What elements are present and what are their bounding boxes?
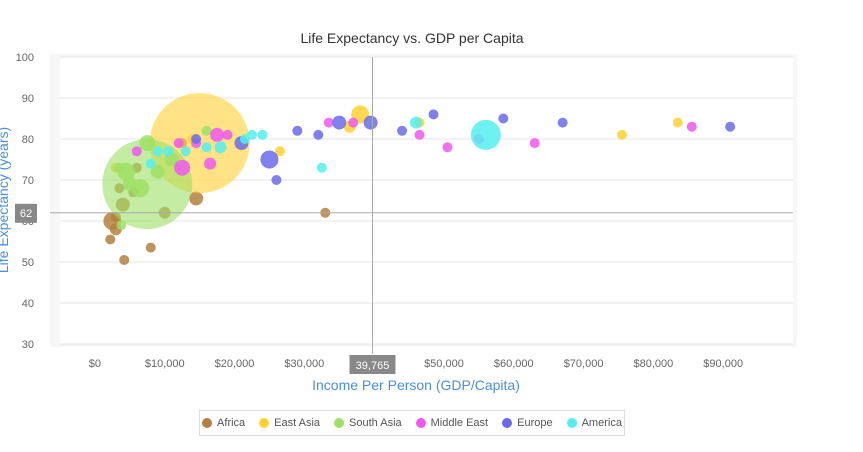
bubble-middle-east[interactable]	[686, 121, 697, 132]
legend-label: Europe	[517, 417, 553, 429]
bubble-middle-east[interactable]	[348, 117, 359, 128]
legend-item-middle-east[interactable]: Middle East	[415, 417, 489, 429]
crosshair: 39,765 62	[15, 57, 793, 374]
legend-label: South Asia	[349, 417, 402, 429]
bubble-europe[interactable]	[498, 113, 509, 124]
y-axis-ticks: 30405060708090100	[16, 52, 34, 351]
x-axis-ticks: $0$10,000$20,000$30,000$40,000$50,000$60…	[89, 358, 743, 370]
bubble-middle-east[interactable]	[323, 117, 334, 128]
bubble-america[interactable]	[470, 119, 501, 150]
crosshair-y-badge	[15, 203, 37, 223]
crosshair-x-label: 39,765	[356, 360, 390, 372]
y-tick-label: 30	[22, 339, 34, 351]
bubble-america[interactable]	[239, 134, 250, 144]
bubble-america[interactable]	[257, 129, 268, 140]
x-tick-label: $30,000	[284, 358, 324, 370]
bubble-africa[interactable]	[119, 254, 130, 265]
legend-item-europe[interactable]: Europe	[502, 417, 553, 429]
y-tick-label: 50	[22, 257, 34, 269]
x-tick-label: $60,000	[494, 358, 534, 370]
legend-label: America	[581, 417, 622, 429]
bubble-east-asia[interactable]	[616, 129, 627, 140]
legend-label: Middle East	[430, 417, 489, 429]
legend-dot-icon	[502, 418, 513, 428]
bubble-europe[interactable]	[397, 125, 408, 136]
bubble-america[interactable]	[201, 142, 212, 153]
legend: Africa East Asia South Asia Middle East Euro…	[199, 410, 625, 436]
bubble-africa[interactable]	[189, 191, 204, 206]
bubble-middle-east[interactable]	[529, 138, 540, 149]
legend-item-south-asia[interactable]: South Asia	[334, 417, 402, 429]
y-tick-label: 90	[22, 93, 34, 105]
bubble-africa[interactable]	[145, 242, 156, 253]
bubble-middle-east[interactable]	[414, 129, 425, 140]
bubble-south-asia[interactable]	[139, 135, 156, 152]
legend-dot-icon	[259, 418, 270, 428]
bubble-middle-east[interactable]	[210, 127, 225, 142]
bubble-america[interactable]	[145, 158, 156, 169]
bubble-middle-east[interactable]	[131, 146, 142, 157]
x-tick-label: $0	[89, 358, 101, 370]
crosshair-y-label: 62	[20, 208, 32, 220]
y-tick-label: 70	[22, 175, 34, 187]
legend-item-east-asia[interactable]: East Asia	[259, 417, 320, 429]
y-tick-label: 40	[22, 298, 34, 310]
bubbles	[102, 93, 736, 265]
bubble-europe[interactable]	[725, 121, 736, 132]
x-tick-label: $90,000	[703, 358, 743, 370]
bubble-america[interactable]	[410, 116, 423, 129]
bubble-middle-east[interactable]	[222, 129, 233, 140]
legend-dot-icon	[566, 418, 577, 428]
bubble-east-asia[interactable]	[274, 146, 285, 157]
legend-dot-icon	[202, 418, 213, 428]
y-axis-title: Life Expectancy (years)	[0, 127, 11, 273]
legend-dot-icon	[415, 418, 426, 428]
x-tick-label: $50,000	[424, 358, 464, 370]
bubble-europe[interactable]	[557, 117, 568, 128]
bubble-america[interactable]	[214, 141, 227, 154]
bubble-middle-east[interactable]	[204, 157, 217, 170]
bubble-africa[interactable]	[105, 234, 116, 245]
legend-item-america[interactable]: America	[566, 417, 622, 429]
bubble-south-asia[interactable]	[122, 177, 137, 192]
chart-title: Life Expectancy vs. GDP per Capita	[300, 30, 523, 46]
bubble-europe[interactable]	[271, 175, 282, 185]
bubble-south-asia[interactable]	[116, 220, 127, 231]
bubble-europe[interactable]	[428, 109, 439, 120]
bubble-europe[interactable]	[363, 115, 378, 130]
bubble-middle-east[interactable]	[442, 142, 453, 153]
bubble-america[interactable]	[152, 146, 163, 157]
bubble-america[interactable]	[180, 146, 191, 157]
bubble-south-asia[interactable]	[114, 162, 125, 173]
bubble-europe[interactable]	[260, 150, 279, 169]
x-tick-label: $10,000	[145, 358, 185, 370]
bubble-middle-east[interactable]	[173, 138, 184, 149]
legend-item-africa[interactable]: Africa	[202, 417, 245, 429]
bubble-europe[interactable]	[292, 125, 303, 136]
crosshair-x-badge	[349, 355, 396, 374]
bubble-south-asia[interactable]	[201, 125, 212, 136]
legend-dot-icon	[334, 418, 345, 428]
bubble-europe[interactable]	[191, 134, 202, 144]
bubble-east-asia[interactable]	[672, 117, 683, 128]
x-tick-label: $70,000	[564, 358, 604, 370]
bubble-europe[interactable]	[332, 115, 347, 130]
x-tick-label: $20,000	[215, 358, 255, 370]
bubble-middle-east[interactable]	[174, 159, 191, 176]
y-tick-label: 80	[22, 134, 34, 146]
legend-label: Africa	[217, 417, 246, 429]
bubble-america[interactable]	[163, 146, 174, 157]
x-axis-title: Income Per Person (GDP/Capita)	[312, 377, 520, 393]
x-tick-label: $80,000	[633, 358, 673, 370]
bubble-europe[interactable]	[313, 129, 324, 140]
legend-label: East Asia	[274, 417, 321, 429]
y-tick-label: 100	[16, 52, 34, 64]
bubble-america[interactable]	[316, 162, 327, 173]
bubble-south-asia[interactable]	[150, 164, 165, 179]
